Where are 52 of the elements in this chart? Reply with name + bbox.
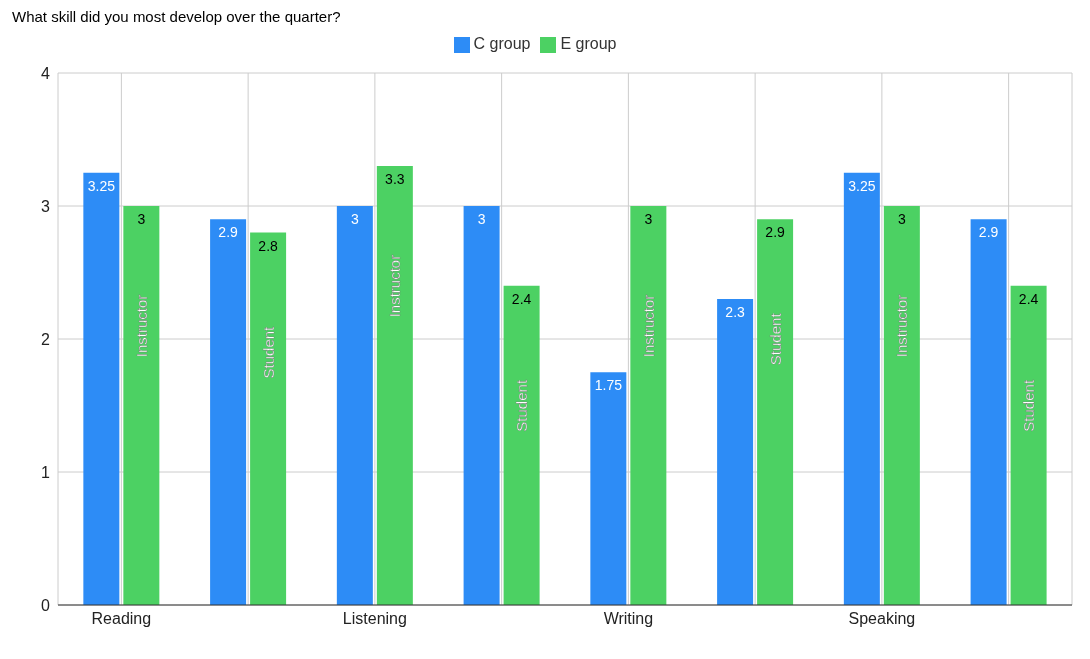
data-label: 3 xyxy=(137,210,146,227)
annotation: Student xyxy=(513,379,531,432)
bar xyxy=(123,206,160,605)
bar xyxy=(970,219,1007,605)
bar xyxy=(250,232,287,605)
data-label: 2.4 xyxy=(1018,290,1039,307)
data-label: 3.3 xyxy=(385,171,405,188)
bar xyxy=(590,372,627,605)
data-label: 2.8 xyxy=(258,237,279,254)
y-tick-label: 1 xyxy=(41,463,51,481)
y-tick-label: 4 xyxy=(41,64,51,82)
y-tick-label: 2 xyxy=(41,330,51,348)
legend-label: E group xyxy=(560,35,617,52)
data-label: 1.75 xyxy=(594,377,623,394)
annotation: Instructor xyxy=(639,294,657,358)
bar xyxy=(883,206,920,605)
legend-label: C group xyxy=(473,35,531,52)
bar xyxy=(1010,285,1047,605)
x-tick-label: Writing xyxy=(603,610,654,628)
bar xyxy=(83,172,120,605)
data-label: 2.9 xyxy=(218,224,239,241)
data-label: 2.9 xyxy=(978,224,999,241)
bar xyxy=(843,172,880,605)
chart-title: What skill did you most develop over the quarter? xyxy=(12,8,342,25)
annotation: Student xyxy=(766,312,784,366)
data-label: 3 xyxy=(350,210,359,227)
annotation: Instructor xyxy=(386,254,404,318)
data-label: 3.25 xyxy=(87,177,116,194)
x-tick-label: Reading xyxy=(91,610,152,628)
bar xyxy=(717,299,754,605)
data-label: 2.9 xyxy=(765,224,786,241)
bar xyxy=(463,206,500,605)
data-label: 3 xyxy=(477,210,486,227)
annotation: Student xyxy=(259,325,277,379)
annotation: Instructor xyxy=(132,294,150,358)
data-label: 2.4 xyxy=(511,290,532,307)
data-label: 3.25 xyxy=(848,177,876,194)
bar xyxy=(336,206,373,605)
x-tick-label: Speaking xyxy=(848,610,916,628)
x-tick-label: Listening xyxy=(342,610,407,628)
data-label: 3 xyxy=(644,210,653,227)
bar xyxy=(503,285,540,605)
y-tick-label: 3 xyxy=(41,197,51,215)
y-tick-label: 0 xyxy=(41,596,51,614)
data-label: 3 xyxy=(897,210,906,227)
annotation: Student xyxy=(1020,379,1038,432)
bar xyxy=(210,219,247,605)
bar xyxy=(630,206,667,605)
data-label: 2.3 xyxy=(725,304,746,321)
annotation: Instructor xyxy=(893,294,911,358)
bar xyxy=(376,166,413,605)
bar xyxy=(757,219,794,605)
